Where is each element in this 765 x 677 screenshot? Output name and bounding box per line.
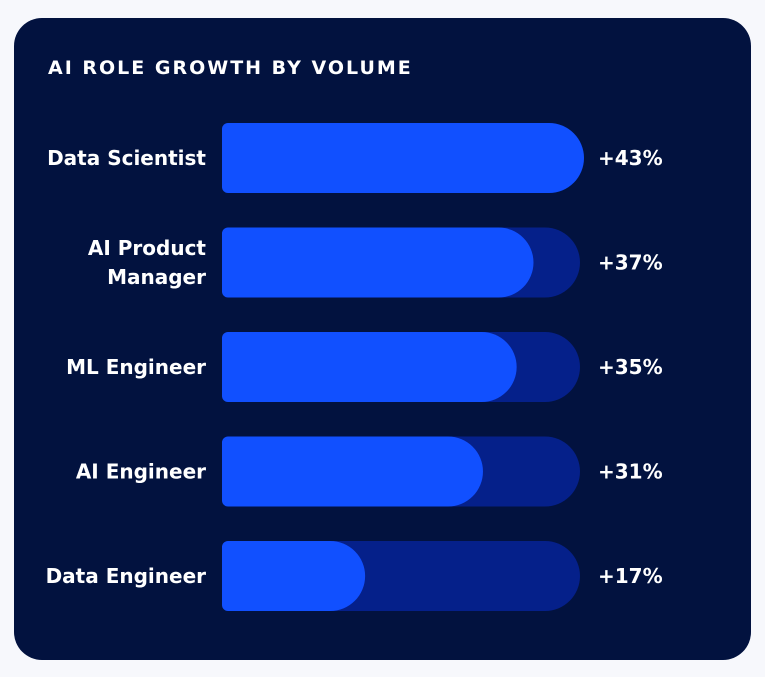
bar xyxy=(222,436,483,507)
category-label-line: ML Engineer xyxy=(66,355,206,379)
category-label-line: Manager xyxy=(107,265,206,289)
value-label: +35% xyxy=(598,355,663,379)
category-label: Data Engineer xyxy=(46,564,207,588)
bar xyxy=(222,123,584,193)
category-label-line: AI Engineer xyxy=(76,460,206,484)
chart-card: AI ROLE GROWTH BY VOLUME Data Scientist +… xyxy=(14,18,751,660)
category-label: Data Scientist xyxy=(47,146,206,170)
category-label-line: Data Engineer xyxy=(46,564,207,588)
value-label: +31% xyxy=(598,460,663,484)
value-label: +17% xyxy=(598,564,663,588)
bar-chart: Data Scientist +43% AI Product Manager +37% M… xyxy=(46,123,663,611)
category-label: ML Engineer xyxy=(66,355,206,379)
bar xyxy=(222,541,366,611)
value-label: +37% xyxy=(598,251,663,275)
category-label: AI Product Manager xyxy=(88,236,207,289)
category-label-line: Data Scientist xyxy=(47,146,206,170)
category-label: AI Engineer xyxy=(76,460,206,484)
chart-title: AI ROLE GROWTH BY VOLUME xyxy=(48,57,413,79)
bar xyxy=(222,227,534,298)
bar xyxy=(222,332,517,402)
value-label: +43% xyxy=(598,146,663,170)
category-label-line: AI Product xyxy=(88,236,207,260)
